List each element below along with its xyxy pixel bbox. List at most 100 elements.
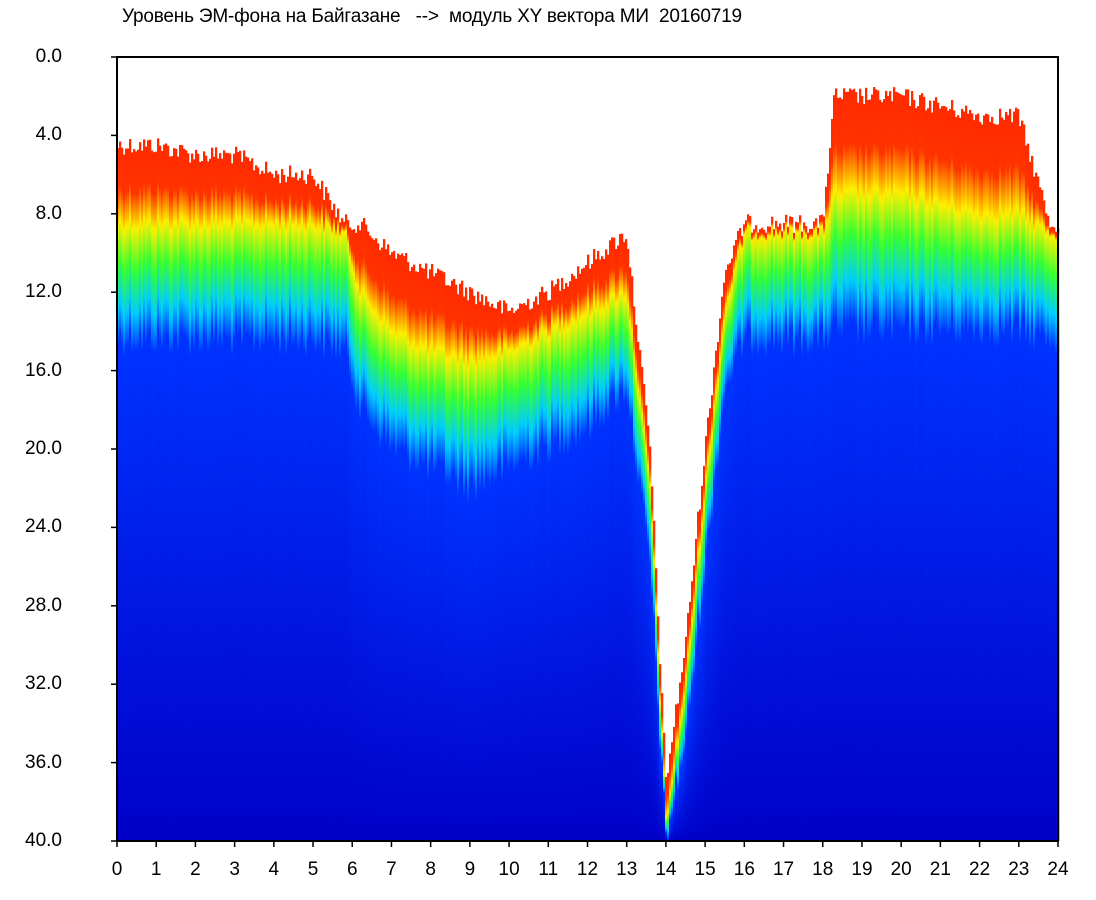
heatmap-column (157, 138, 160, 841)
heatmap-column (469, 287, 472, 841)
heatmap-column (831, 118, 834, 841)
heatmap-column (123, 154, 126, 841)
heatmap-column (791, 217, 794, 841)
heatmap-column (697, 511, 700, 841)
heatmap-column (335, 217, 338, 842)
heatmap-column (973, 120, 976, 842)
heatmap-column (1047, 215, 1050, 841)
x-tick-label: 1 (150, 859, 162, 880)
heatmap-column (389, 254, 392, 841)
heatmap-column (187, 153, 190, 842)
heatmap-column (737, 230, 740, 841)
heatmap-column (325, 187, 328, 841)
heatmap-column (409, 271, 412, 841)
heatmap-column (423, 268, 426, 842)
x-tick-label: 7 (386, 859, 397, 880)
heatmap-column (281, 168, 284, 841)
y-tick-label: 24.0 (25, 516, 62, 538)
heatmap-column (1051, 226, 1054, 841)
heatmap-column (473, 295, 476, 841)
heatmap-column (909, 105, 912, 841)
heatmap-column (349, 227, 352, 841)
heatmap-column (729, 263, 732, 841)
heatmap-column (363, 217, 366, 842)
heatmap-column (887, 95, 890, 841)
heatmap-column (853, 88, 856, 841)
heatmap-column (477, 291, 480, 841)
heatmap-column (1033, 176, 1036, 841)
heatmap-column (701, 485, 704, 841)
heatmap-column (207, 161, 210, 841)
heatmap-column (983, 115, 986, 841)
heatmap-column (805, 226, 808, 841)
heatmap-column (713, 367, 716, 841)
heatmap-column (181, 145, 184, 841)
heatmap-column (1017, 109, 1020, 842)
heatmap-column (759, 229, 762, 842)
heatmap-column (739, 228, 742, 841)
heatmap-column (671, 742, 674, 841)
heatmap-column (403, 256, 406, 841)
heatmap-column (523, 303, 526, 841)
heatmap-column (553, 286, 556, 841)
heatmap-column (591, 264, 594, 841)
heatmap-column (445, 285, 448, 841)
x-tick-label: 5 (307, 859, 319, 880)
heatmap-column (965, 105, 968, 841)
heatmap-column (213, 156, 216, 842)
heatmap-column (1013, 111, 1016, 841)
heatmap-column (313, 179, 316, 841)
x-tick-label: 20 (890, 859, 912, 880)
heatmap-column (247, 157, 250, 842)
heatmap-column (483, 305, 486, 841)
heatmap-column (655, 568, 658, 841)
heatmap-column (885, 90, 888, 842)
heatmap-column (185, 150, 188, 842)
heatmap-column (555, 284, 558, 841)
heatmap-column (351, 229, 354, 841)
chart-title: Уровень ЭМ-фона на Байгазане --> модуль … (122, 6, 742, 27)
heatmap-column (1029, 161, 1032, 842)
heatmap-column (371, 238, 374, 841)
heatmap-column (847, 91, 850, 841)
heatmap-column (751, 232, 754, 841)
heatmap-column (287, 176, 290, 842)
heatmap-column (677, 703, 680, 841)
heatmap-column (669, 753, 672, 841)
heatmap-column (599, 259, 602, 841)
heatmap-column (515, 310, 518, 841)
heatmap-column (357, 225, 360, 841)
heatmap-column (717, 342, 720, 841)
heatmap-column (145, 146, 148, 841)
heatmap-column (421, 267, 424, 841)
x-tick-label: 8 (425, 859, 436, 880)
heatmap-column (939, 108, 942, 842)
heatmap-column (929, 100, 932, 842)
heatmap-column (969, 109, 972, 842)
heatmap-column (607, 254, 610, 841)
heatmap-column (937, 102, 940, 841)
heatmap-column (375, 238, 378, 841)
heatmap-column (193, 159, 196, 841)
heatmap-column (329, 200, 332, 841)
heatmap-column (295, 172, 298, 841)
heatmap-column (651, 486, 654, 841)
heatmap-column (269, 171, 272, 841)
heatmap-column (299, 178, 302, 842)
heatmap-column (141, 150, 144, 841)
heatmap-column (631, 276, 634, 841)
heatmap-column (959, 117, 962, 842)
heatmap-column (763, 229, 766, 842)
heatmap-column (171, 156, 174, 841)
heatmap-column (189, 162, 192, 842)
x-tick-label: 0 (111, 859, 123, 880)
heatmap-column (301, 170, 304, 841)
heatmap-column (305, 183, 308, 841)
y-tick-label: 16.0 (25, 359, 62, 381)
heatmap-column (841, 99, 844, 842)
heatmap-column (223, 150, 226, 842)
heatmap-column (943, 105, 946, 842)
heatmap-column (449, 286, 452, 841)
heatmap-column (945, 106, 948, 841)
heatmap-column (485, 296, 488, 841)
